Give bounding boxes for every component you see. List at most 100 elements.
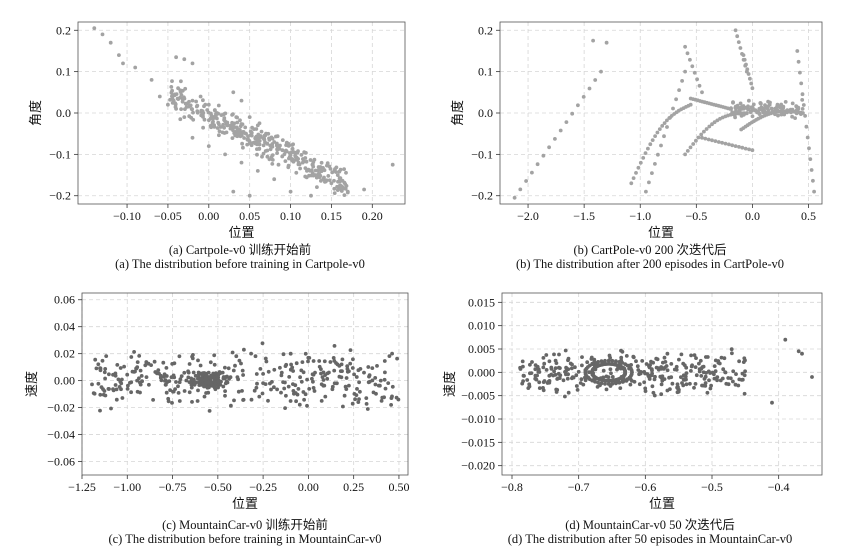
data-point xyxy=(738,46,743,50)
data-point xyxy=(362,187,366,192)
data-point xyxy=(713,369,718,374)
data-point xyxy=(208,116,213,121)
data-point xyxy=(366,380,371,385)
data-point xyxy=(229,403,233,408)
data-point xyxy=(758,101,763,105)
data-point xyxy=(270,158,275,162)
data-point xyxy=(335,173,340,178)
data-point xyxy=(390,394,394,399)
data-point xyxy=(196,358,200,363)
data-point xyxy=(618,363,622,367)
data-point xyxy=(383,386,388,391)
data-point xyxy=(223,381,228,386)
data-point xyxy=(334,165,339,170)
data-point xyxy=(549,372,554,377)
data-point xyxy=(177,380,182,385)
data-point xyxy=(323,394,328,399)
data-point xyxy=(715,375,720,379)
x-axis-label: 位置 xyxy=(648,226,674,241)
data-point xyxy=(653,374,657,379)
data-point xyxy=(138,390,142,395)
data-point xyxy=(811,178,815,183)
x-tick-label: 0.0 xyxy=(745,209,760,223)
data-point xyxy=(240,368,245,373)
data-point xyxy=(790,114,794,119)
data-point xyxy=(649,359,653,364)
data-point xyxy=(641,156,646,160)
data-point xyxy=(609,371,613,376)
data-point xyxy=(255,381,259,386)
data-point xyxy=(749,105,754,110)
data-point xyxy=(707,124,712,129)
data-point xyxy=(239,160,244,165)
data-point xyxy=(266,369,271,374)
data-point xyxy=(274,134,278,139)
data-point xyxy=(201,125,206,130)
data-point xyxy=(585,360,590,365)
data-point xyxy=(650,138,655,143)
data-point xyxy=(164,366,169,370)
data-point xyxy=(632,379,637,384)
data-point xyxy=(561,378,566,383)
data-point xyxy=(215,116,219,121)
data-point xyxy=(522,374,526,378)
data-point xyxy=(773,107,778,112)
data-point xyxy=(747,98,751,103)
data-point xyxy=(741,53,746,57)
data-point xyxy=(272,177,277,182)
data-point xyxy=(222,125,227,130)
data-point xyxy=(689,353,693,358)
data-point xyxy=(129,355,134,359)
data-point xyxy=(594,361,599,365)
data-point xyxy=(306,359,310,364)
data-point xyxy=(387,354,392,358)
data-point xyxy=(610,358,615,363)
data-point xyxy=(680,79,684,83)
data-point xyxy=(571,375,576,380)
data-point xyxy=(549,365,554,370)
x-tick-label: −0.8 xyxy=(501,480,523,494)
data-point xyxy=(684,371,689,375)
data-point xyxy=(748,76,752,81)
data-point xyxy=(357,397,361,401)
data-point xyxy=(704,127,709,131)
data-point xyxy=(783,100,788,104)
data-point xyxy=(252,388,257,393)
data-point xyxy=(303,166,308,171)
data-point xyxy=(631,354,636,359)
data-point xyxy=(208,124,213,128)
data-point xyxy=(553,372,558,377)
data-point xyxy=(146,361,151,366)
data-point xyxy=(733,28,738,33)
data-point xyxy=(383,370,387,375)
data-point xyxy=(348,361,353,366)
data-point xyxy=(247,115,252,119)
data-point xyxy=(304,151,308,155)
data-point xyxy=(621,366,626,370)
data-point xyxy=(282,152,287,157)
data-point xyxy=(547,359,552,364)
data-point xyxy=(190,135,195,140)
y-tick-label: −0.010 xyxy=(461,412,495,426)
data-point xyxy=(281,380,285,384)
data-point xyxy=(191,370,196,375)
data-point xyxy=(662,121,667,125)
data-point xyxy=(168,388,173,392)
x-tick-label: −0.7 xyxy=(568,480,590,494)
y-tick-label: 0.0 xyxy=(478,106,493,120)
data-point xyxy=(133,65,138,70)
data-point xyxy=(558,366,562,370)
data-point xyxy=(591,38,595,43)
data-point xyxy=(722,356,727,361)
data-point xyxy=(158,375,163,380)
data-point xyxy=(230,136,235,141)
data-point xyxy=(280,148,285,153)
data-point xyxy=(692,353,697,357)
data-point xyxy=(629,181,634,186)
data-point xyxy=(275,151,279,156)
caption-c-en: (c) The distribution before training in … xyxy=(108,532,382,546)
x-tick-label: −0.6 xyxy=(634,480,656,494)
data-point xyxy=(358,367,363,371)
data-point xyxy=(726,376,731,380)
data-point xyxy=(250,125,255,130)
